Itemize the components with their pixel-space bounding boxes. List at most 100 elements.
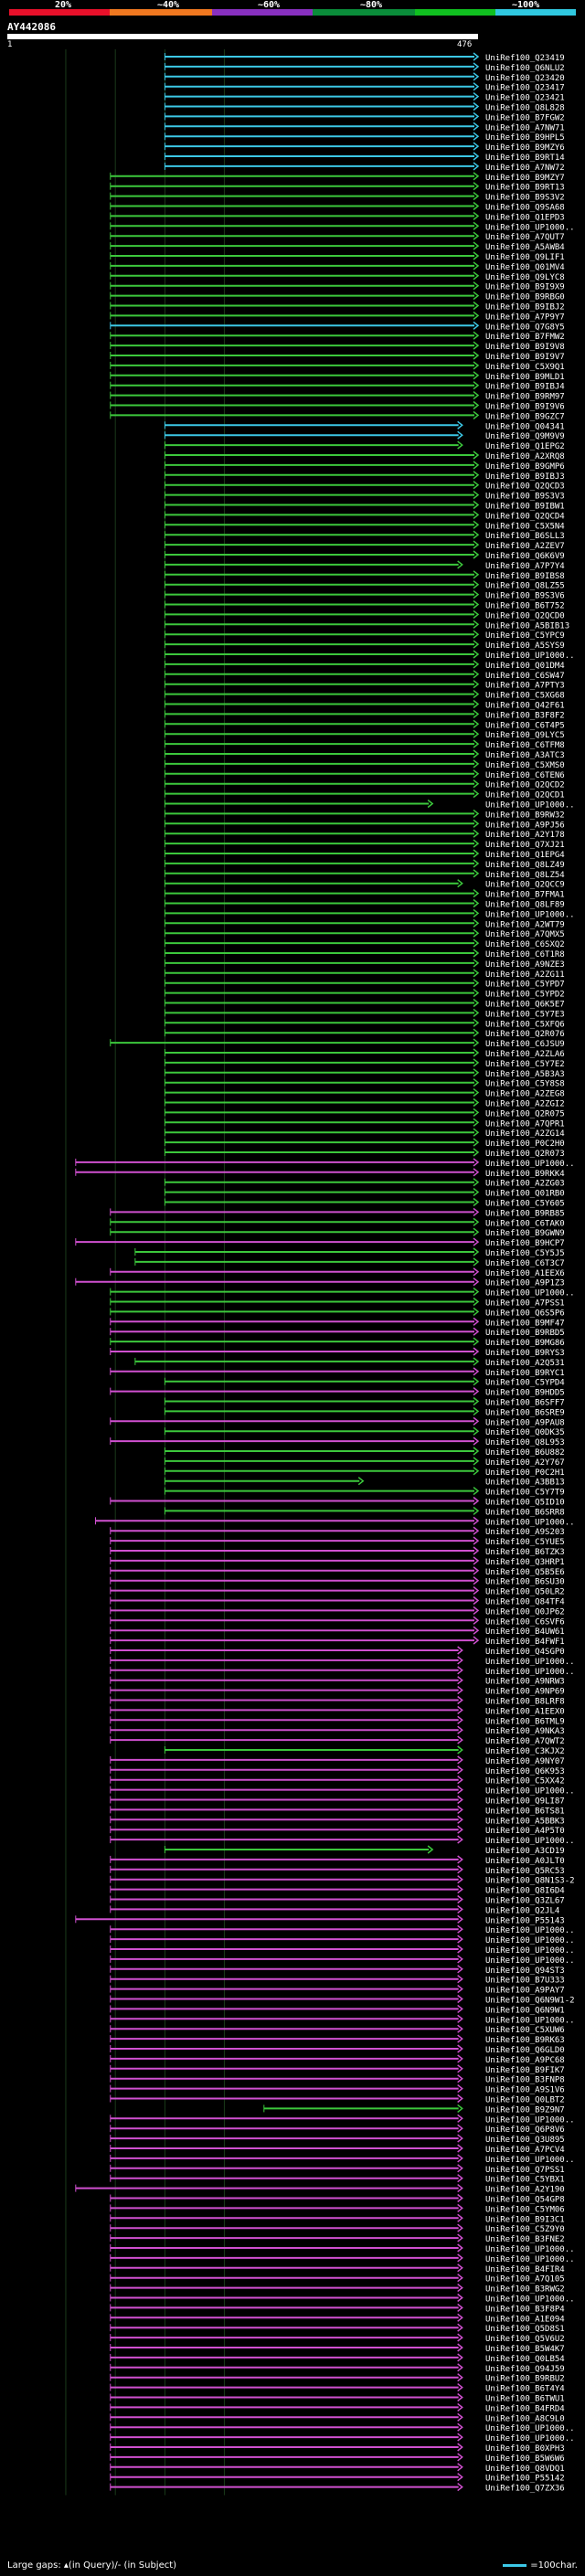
hit-label[interactable]: UniRef100_UP1000.. <box>485 2424 575 2433</box>
hit-label[interactable]: UniRef100_A9NZE3 <box>485 960 565 970</box>
hit-label[interactable]: UniRef100_A7QMX5 <box>485 930 565 939</box>
hit-label[interactable]: UniRef100_C5YPD2 <box>485 991 565 1000</box>
hit-row[interactable]: UniRef100_A9NKA3 <box>110 1725 565 1736</box>
hit-row[interactable]: UniRef100_B9HPL5 <box>164 132 565 143</box>
hit-row[interactable]: UniRef100_B9FIK7 <box>110 2064 565 2075</box>
hit-row[interactable]: UniRef100_B9RBU2 <box>110 2373 565 2384</box>
hit-label[interactable]: UniRef100_Q5ID10 <box>485 1499 565 1508</box>
hit-label[interactable]: UniRef100_B9MZY7 <box>485 174 565 183</box>
hit-label[interactable]: UniRef100_B9HDD5 <box>485 1389 565 1398</box>
hit-row[interactable]: UniRef100_UP1000.. <box>110 1656 575 1667</box>
hit-row[interactable]: UniRef100_A9NZE3 <box>164 959 565 970</box>
hit-row[interactable]: UniRef100_A2Y190 <box>75 2184 565 2195</box>
hit-row[interactable]: UniRef100_Q01MV4 <box>110 261 565 272</box>
hit-label[interactable]: UniRef100_B9S3V2 <box>485 194 565 203</box>
hit-label[interactable]: UniRef100_Q0LB54 <box>485 2355 565 2364</box>
hit-label[interactable]: UniRef100_B9RB85 <box>485 1209 565 1218</box>
hit-row[interactable]: UniRef100_B6SU30 <box>110 1576 565 1587</box>
hit-label[interactable]: UniRef100_Q94ST3 <box>485 1966 565 1976</box>
hit-row[interactable]: UniRef100_Q0LBT2 <box>110 2094 565 2105</box>
hit-row[interactable]: UniRef100_A7QWT2 <box>110 1735 565 1746</box>
hit-label[interactable]: UniRef100_A2XRQ8 <box>485 452 565 461</box>
hit-row[interactable]: UniRef100_C6SW47 <box>164 670 565 681</box>
hit-label[interactable]: UniRef100_B9RW32 <box>485 811 565 820</box>
hit-row[interactable]: UniRef100_A5SYS9 <box>164 640 565 651</box>
hit-row[interactable]: UniRef100_C5YUE5 <box>110 1536 565 1547</box>
hit-label[interactable]: UniRef100_B9RBG0 <box>485 293 565 302</box>
hit-row[interactable]: UniRef100_Q23420 <box>164 72 565 83</box>
hit-row[interactable]: UniRef100_Q2R076 <box>164 1028 565 1039</box>
hit-row[interactable]: UniRef100_Q1EPG2 <box>164 440 565 451</box>
hit-row[interactable]: UniRef100_A2ZG11 <box>164 969 565 980</box>
hit-row[interactable]: UniRef100_A2Q531 <box>134 1357 565 1368</box>
hit-row[interactable]: UniRef100_Q8LZ55 <box>164 580 565 591</box>
hit-row[interactable]: UniRef100_C5XUW6 <box>110 2024 565 2035</box>
hit-label[interactable]: UniRef100_B6T752 <box>485 602 565 611</box>
hit-label[interactable]: UniRef100_Q5V6U2 <box>485 2335 565 2344</box>
hit-label[interactable]: UniRef100_B7FMW2 <box>485 333 565 342</box>
hit-row[interactable]: UniRef100_A7PSS1 <box>110 1297 565 1309</box>
hit-label[interactable]: UniRef100_A5AWB4 <box>485 243 565 252</box>
hit-row[interactable]: UniRef100_B9RBD5 <box>110 1327 565 1338</box>
hit-label[interactable]: UniRef100_B9MZY6 <box>485 143 565 153</box>
hit-row[interactable]: UniRef100_Q1EPD3 <box>110 211 565 222</box>
hit-label[interactable]: UniRef100_A2ZLA6 <box>485 1050 565 1059</box>
hit-row[interactable]: UniRef100_Q5RC53 <box>110 1865 565 1876</box>
hit-label[interactable]: UniRef100_C5Y605 <box>485 1200 565 1209</box>
hit-row[interactable]: UniRef100_B9IBW1 <box>164 500 565 512</box>
hit-label[interactable]: UniRef100_Q01RB0 <box>485 1190 565 1199</box>
hit-row[interactable]: UniRef100_UP1000.. <box>94 1516 575 1527</box>
hit-label[interactable]: UniRef100_Q0JP62 <box>485 1607 565 1617</box>
hit-label[interactable]: UniRef100_B5W6W6 <box>485 2454 565 2464</box>
hit-label[interactable]: UniRef100_UP1000.. <box>485 1289 575 1299</box>
hit-label[interactable]: UniRef100_B4FIR4 <box>485 2265 565 2274</box>
hit-row[interactable]: UniRef100_B9Z9N7 <box>263 2104 565 2115</box>
hit-label[interactable]: UniRef100_B9I9V8 <box>485 343 565 352</box>
hit-row[interactable]: UniRef100_B6SFF7 <box>164 1396 565 1408</box>
hit-row[interactable]: UniRef100_C5YPD4 <box>164 1377 565 1388</box>
hit-label[interactable]: UniRef100_UP1000.. <box>485 652 575 661</box>
hit-row[interactable]: UniRef100_UP1000.. <box>110 2014 575 2025</box>
hit-row[interactable]: UniRef100_B9RK63 <box>110 2034 565 2045</box>
hit-label[interactable]: UniRef100_C5XFQ6 <box>485 1020 565 1029</box>
hit-label[interactable]: UniRef100_C5YPD7 <box>485 981 565 990</box>
hit-label[interactable]: UniRef100_B9S3V6 <box>485 592 565 601</box>
hit-label[interactable]: UniRef100_Q54GP8 <box>485 2196 565 2205</box>
hit-row[interactable]: UniRef100_A9NY07 <box>110 1755 565 1766</box>
hit-label[interactable]: UniRef100_A5SYS9 <box>485 641 565 651</box>
hit-row[interactable]: UniRef100_B9GZC7 <box>110 410 565 421</box>
hit-label[interactable]: UniRef100_C5XX42 <box>485 1777 565 1786</box>
hit-row[interactable]: UniRef100_Q6K5E7 <box>164 998 565 1010</box>
hit-row[interactable]: UniRef100_UP1000.. <box>75 1158 575 1169</box>
hit-label[interactable]: UniRef100_B9HPL5 <box>485 133 565 143</box>
hit-row[interactable]: UniRef100_A7QPR1 <box>164 1118 565 1129</box>
hit-row[interactable]: UniRef100_A2Y178 <box>164 829 565 840</box>
hit-label[interactable]: UniRef100_Q5D8S1 <box>485 2325 565 2334</box>
hit-label[interactable]: UniRef100_B9RBD5 <box>485 1329 565 1338</box>
hit-label[interactable]: UniRef100_B0XPH3 <box>485 2444 565 2454</box>
hit-label[interactable]: UniRef100_C6T4P5 <box>485 721 565 730</box>
hit-label[interactable]: UniRef100_Q2QCD2 <box>485 781 565 790</box>
hit-label[interactable]: UniRef100_C5XUW6 <box>485 2026 565 2035</box>
hit-label[interactable]: UniRef100_B9MF47 <box>485 1319 565 1328</box>
hit-label[interactable]: UniRef100_A0JLT0 <box>485 1857 565 1866</box>
hit-label[interactable]: UniRef100_UP1000.. <box>485 910 575 919</box>
hit-label[interactable]: UniRef100_A9S1V6 <box>485 2086 565 2095</box>
hit-row[interactable]: UniRef100_A7PTY3 <box>164 680 565 691</box>
hit-label[interactable]: UniRef100_C5YBX1 <box>485 2176 565 2185</box>
hit-label[interactable]: UniRef100_C6T1R8 <box>485 950 565 959</box>
hit-label[interactable]: UniRef100_B9I3C1 <box>485 2215 565 2224</box>
hit-label[interactable]: UniRef100_Q2QCC9 <box>485 881 565 890</box>
hit-label[interactable]: UniRef100_B7FGW2 <box>485 113 565 122</box>
hit-label[interactable]: UniRef100_B7U333 <box>485 1977 565 1986</box>
hit-label[interactable]: UniRef100_B9Z9N7 <box>485 2105 565 2115</box>
hit-label[interactable]: UniRef100_Q0LBT2 <box>485 2096 565 2105</box>
hit-row[interactable]: UniRef100_Q2QCC9 <box>164 879 565 890</box>
hit-label[interactable]: UniRef100_A5BIB13 <box>485 621 569 631</box>
hit-label[interactable]: UniRef100_B9RYS3 <box>485 1349 565 1358</box>
hit-label[interactable]: UniRef100_B9S3V3 <box>485 493 565 502</box>
hit-label[interactable]: UniRef100_UP1000.. <box>485 1956 575 1966</box>
hit-label[interactable]: UniRef100_A2Q531 <box>485 1359 565 1368</box>
hit-label[interactable]: UniRef100_C5YPC9 <box>485 631 565 641</box>
hit-row[interactable]: UniRef100_Q23417 <box>164 82 565 93</box>
